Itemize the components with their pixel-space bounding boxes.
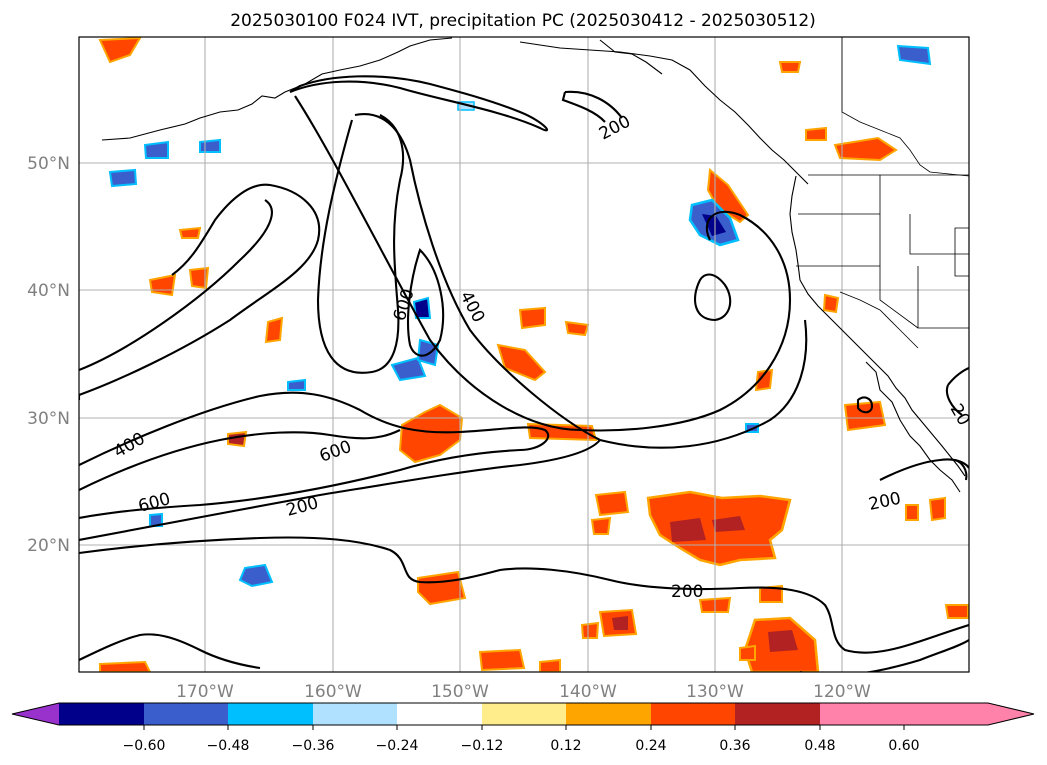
longitude-labels: 170°W 160°W 150°W 140°W 130°W 120°W — [176, 682, 871, 702]
colorbar-tick-label: 0.48 — [804, 738, 835, 754]
colorbar-bin — [482, 703, 566, 725]
map-panel: 200 600 400 400 600 600 200 200 200 20 — [78, 36, 970, 673]
colorbar-tick-label: −0.48 — [207, 738, 250, 754]
lon-label: 160°W — [304, 682, 362, 702]
colorbar-ticks: −0.60 −0.48 −0.36 −0.24 −0.12 0.12 0.24 … — [123, 725, 920, 754]
ivt-contours — [79, 75, 969, 672]
colorbar-extend-low — [12, 703, 59, 725]
lon-label: 120°W — [813, 682, 871, 702]
lat-label: 20°N — [27, 536, 70, 556]
lat-label: 40°N — [27, 281, 70, 301]
colorbar — [11, 702, 1035, 726]
lon-label: 170°W — [176, 682, 234, 702]
coastlines — [101, 37, 966, 493]
colorbar-tick-label: −0.60 — [123, 738, 166, 754]
lat-label: 50°N — [27, 154, 70, 174]
graticule — [79, 37, 969, 672]
lon-label: 130°W — [686, 682, 744, 702]
colorbar-bin — [820, 703, 904, 725]
colorbar-bin — [651, 703, 735, 725]
latitude-labels: 50°N 40°N 30°N 20°N — [27, 154, 70, 556]
colorbar-tick-label: 0.12 — [550, 738, 581, 754]
colorbar-bin — [228, 703, 313, 725]
colorbar-outline — [11, 702, 1035, 726]
colorbar-tick-label: −0.36 — [292, 738, 335, 754]
figure-title: 2025030100 F024 IVT, precipitation PC (2… — [230, 11, 816, 31]
colorbar-bin — [735, 703, 820, 725]
precipitation-fills — [98, 37, 969, 672]
colorbar-tick-label: −0.12 — [461, 738, 504, 754]
lon-label: 150°W — [431, 682, 489, 702]
colorbar-bin — [313, 703, 397, 725]
colorbar-extend-high — [904, 703, 1034, 725]
colorbar-tick-label: 0.24 — [635, 738, 666, 754]
colorbar-tick-label: 0.36 — [719, 738, 750, 754]
colorbar-bin — [144, 703, 228, 725]
colorbar-bin — [397, 703, 482, 725]
colorbar-tick-label: 0.60 — [888, 738, 919, 754]
colorbar-tick-label: −0.24 — [376, 738, 419, 754]
contour-label: 200 — [671, 582, 703, 602]
lon-label: 140°W — [559, 682, 617, 702]
lat-label: 30°N — [27, 409, 70, 429]
colorbar-bin — [59, 703, 144, 725]
colorbar-bin — [566, 703, 651, 725]
political-borders — [796, 37, 969, 349]
